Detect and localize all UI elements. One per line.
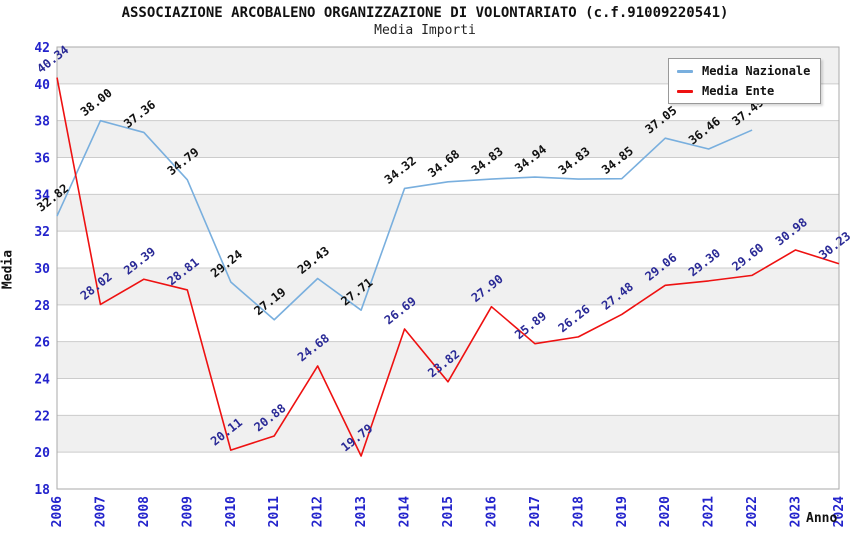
x-tick-label: 2010 — [224, 496, 239, 527]
y-tick-label: 38 — [34, 115, 50, 130]
y-tick-label: 30 — [34, 262, 50, 277]
grid-band — [57, 452, 839, 489]
grid-band — [57, 194, 839, 232]
x-tick-label: 2017 — [528, 496, 543, 527]
x-tick-label: 2015 — [441, 496, 456, 527]
x-tick-label: 2008 — [137, 496, 152, 527]
legend-label-nazionale: Media Nazionale — [702, 64, 811, 78]
y-tick-label: 32 — [34, 225, 50, 240]
x-tick-label: 2014 — [398, 496, 413, 527]
x-tick-label: 2016 — [484, 496, 499, 527]
grid-band — [57, 231, 839, 268]
y-tick-label: 20 — [34, 446, 50, 461]
x-tick-label: 2021 — [702, 496, 717, 527]
x-tick-label: 2018 — [571, 496, 586, 527]
x-tick-label: 2012 — [311, 496, 326, 527]
y-tick-label: 42 — [34, 41, 50, 56]
series-line-media-ente — [56, 77, 840, 457]
grid-band — [57, 304, 839, 342]
plot-frame — [56, 46, 840, 490]
grid-band — [57, 341, 839, 379]
x-tick-label: 2011 — [267, 496, 282, 527]
y-tick-label: 24 — [34, 373, 50, 388]
x-tick-label: 2020 — [658, 496, 673, 527]
legend-item-media-ente: Media Ente — [677, 84, 810, 98]
y-axis-title: Media — [0, 249, 16, 290]
y-tick-label: 28 — [34, 299, 50, 314]
x-tick-label: 2022 — [745, 496, 760, 527]
x-tick-label: 2009 — [180, 496, 195, 527]
y-tick-label: 40 — [34, 78, 50, 93]
y-tick-label: 26 — [34, 336, 50, 351]
grid-band — [57, 120, 839, 158]
x-tick-label: 2007 — [93, 496, 108, 527]
x-axis-title: Anno — [806, 511, 838, 526]
chart-title: ASSOCIAZIONE ARCOBALENO ORGANIZZAZIONE D… — [121, 5, 729, 21]
grid-band — [57, 378, 839, 416]
grid-band — [57, 415, 839, 453]
chart-subtitle: Media Importi — [374, 23, 476, 38]
grid-band — [57, 157, 839, 195]
legend-swatch-nazionale-icon — [677, 69, 693, 73]
series-line-media-nazionale — [56, 119, 753, 321]
grid-band — [57, 268, 839, 305]
legend-label-ente: Media Ente — [702, 84, 775, 98]
x-tick-label: 2023 — [789, 496, 804, 527]
legend-swatch-ente-icon — [677, 89, 693, 93]
y-tick-label: 18 — [34, 483, 50, 498]
x-tick-label: 2019 — [615, 496, 630, 527]
y-tick-label: 36 — [34, 152, 50, 167]
x-tick-label: 2013 — [354, 496, 369, 527]
y-tick-label: 22 — [34, 409, 50, 424]
x-tick-label: 2024 — [832, 496, 847, 527]
legend: Media Nazionale Media Ente — [668, 58, 822, 104]
legend-item-media-nazionale: Media Nazionale — [677, 64, 810, 78]
y-tick-label: 34 — [34, 188, 50, 203]
x-tick-label: 2006 — [50, 496, 65, 527]
